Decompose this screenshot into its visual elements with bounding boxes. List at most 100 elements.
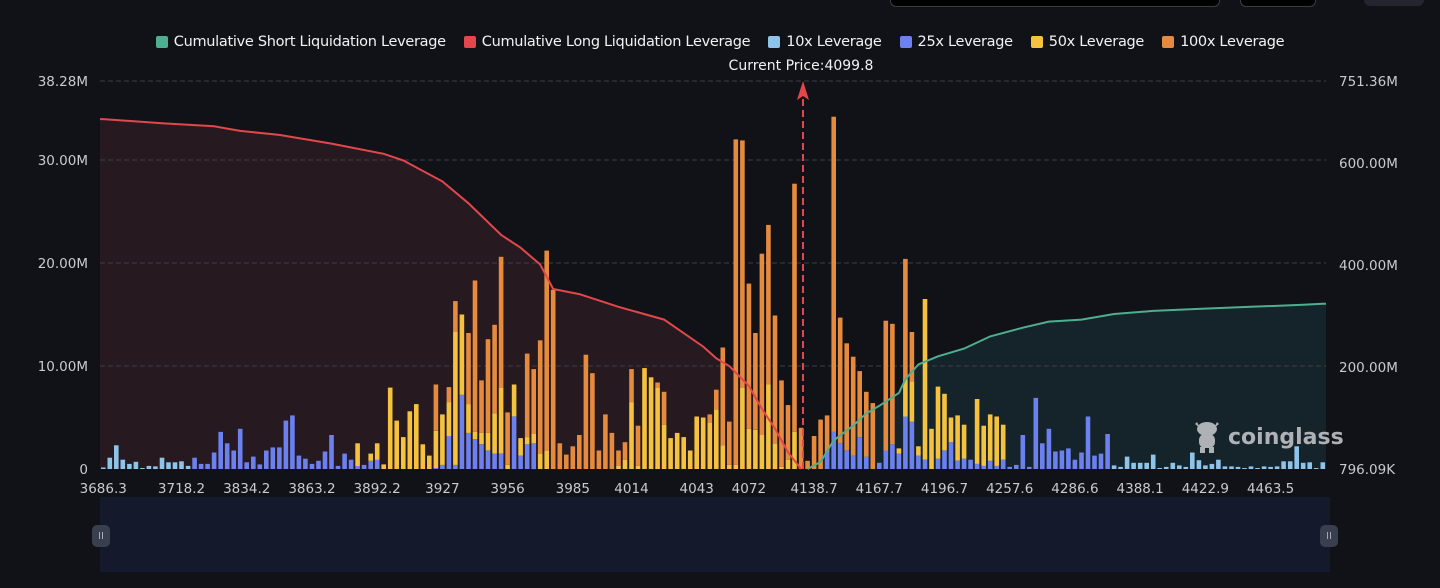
y-left-tick-label: 10.00M <box>38 359 88 375</box>
bar-10x-segment <box>1190 452 1195 469</box>
bar-25x-segment <box>446 436 452 469</box>
bar-10x-segment <box>1111 465 1117 469</box>
bar-50x-segment <box>916 446 921 456</box>
bar-10x-segment <box>1216 459 1221 469</box>
bar-50x-segment <box>687 450 693 469</box>
bar-25x-segment <box>877 462 882 469</box>
y-left-tick-label: 20.00M <box>38 256 88 272</box>
bar-100x-segment <box>811 436 817 469</box>
bar-10x-segment <box>1320 462 1326 469</box>
bar-25x-segment <box>485 450 491 469</box>
legend-item-long-cumulative[interactable]: Cumulative Long Liquidation Leverage <box>463 34 751 50</box>
bar-50x-segment <box>961 424 967 459</box>
bar-25x-segment <box>368 460 373 469</box>
bar-100x-segment <box>550 289 556 469</box>
legend-label: 10x Leverage <box>786 34 882 50</box>
bar-100x-segment <box>824 415 830 452</box>
bar-50x-segment <box>368 453 373 461</box>
bar-10x-segment <box>1196 460 1202 469</box>
bar-50x-segment <box>681 437 686 469</box>
bar-100x-segment <box>785 405 791 460</box>
bar-100x-segment <box>831 116 836 432</box>
bar-100x-segment <box>609 432 615 469</box>
bar-25x-segment <box>916 455 921 469</box>
bar-50x-segment <box>994 416 999 466</box>
bar-50x-segment <box>981 425 986 466</box>
bar-50x-segment <box>896 448 902 454</box>
x-tick-label: 4257.6 <box>986 481 1033 497</box>
bar-25x-segment <box>348 459 354 469</box>
bar-100x-segment <box>570 446 576 469</box>
bar-100x-segment <box>466 333 471 405</box>
zoom-slider-track[interactable] <box>100 497 1330 572</box>
bar-10x-segment <box>133 461 139 469</box>
bar-10x-segment <box>185 465 191 469</box>
bar-100x-segment <box>498 256 504 388</box>
bar-25x-segment <box>270 447 276 469</box>
bar-50x-segment <box>459 314 465 395</box>
bar-25x-segment <box>890 444 895 469</box>
bar-25x-segment <box>440 464 445 469</box>
bar-10x-segment <box>179 461 184 469</box>
bar-50x-segment <box>433 430 439 468</box>
x-tick-label: 4072 <box>732 481 766 497</box>
bar-10x-segment <box>1307 462 1312 469</box>
y-right-tick-label: 796.09K <box>1339 462 1396 478</box>
slider-handle-left[interactable]: II <box>92 525 110 547</box>
bar-25x-segment <box>1066 448 1071 469</box>
bar-50x-segment <box>733 464 739 469</box>
bar-25x-segment <box>264 450 269 469</box>
x-tick-label: 4043 <box>680 481 714 497</box>
bar-25x-segment <box>857 437 862 469</box>
bar-50x-segment <box>472 431 478 440</box>
bar-10x-segment <box>1235 466 1241 469</box>
bar-100x-segment <box>746 283 752 429</box>
bar-25x-segment <box>935 458 941 469</box>
bar-25x-segment <box>1072 459 1078 469</box>
slider-handle-right[interactable]: II <box>1320 525 1338 547</box>
bar-100x-segment <box>590 373 595 469</box>
bar-25x-segment <box>1033 397 1039 469</box>
bar-10x-segment <box>1281 461 1286 469</box>
legend-label: 25x Leverage <box>917 34 1014 50</box>
bar-100x-segment <box>446 387 452 402</box>
legend-item-short-cumulative[interactable]: Cumulative Short Liquidation Leverage <box>155 34 446 50</box>
legend-item-25x[interactable]: 25x Leverage <box>899 34 1014 50</box>
cumulative-short-line <box>807 302 1327 470</box>
legend-item-100x[interactable]: 100x Leverage <box>1162 34 1285 50</box>
bar-100x-segment <box>805 460 810 469</box>
bar-100x-segment <box>557 443 563 470</box>
bar-100x-segment <box>720 347 726 446</box>
legend-item-10x[interactable]: 10x Leverage <box>768 34 882 50</box>
bar-100x-segment <box>583 354 589 469</box>
bar-50x-segment <box>635 465 641 469</box>
y-left-tick-label: 0 <box>79 462 88 478</box>
bar-25x-segment <box>524 444 530 469</box>
bar-25x-segment <box>466 432 471 469</box>
bar-100x-segment <box>870 403 876 469</box>
bar-50x-segment <box>903 379 908 417</box>
bar-50x-segment <box>935 386 941 459</box>
bar-50x-segment <box>420 444 426 469</box>
bar-10x-segment <box>1163 466 1169 469</box>
bar-25x-segment <box>244 462 249 469</box>
bar-100x-segment <box>544 250 549 451</box>
bar-25x-segment <box>361 464 367 469</box>
bar-100x-segment <box>635 425 641 466</box>
bar-50x-segment <box>642 368 647 469</box>
legend-item-50x[interactable]: 50x Leverage <box>1030 34 1144 50</box>
bar-25x-segment <box>994 465 999 469</box>
bar-50x-segment <box>381 464 386 469</box>
bar-25x-segment <box>251 456 256 469</box>
top-button[interactable] <box>1364 0 1424 6</box>
bar-100x-segment <box>903 258 908 380</box>
bar-100x-segment <box>537 340 543 454</box>
bar-50x-segment <box>707 422 713 469</box>
bar-50x-segment <box>374 443 380 460</box>
bar-25x-segment <box>922 459 928 469</box>
bar-10x-segment <box>1222 466 1228 469</box>
bar-10x-segment <box>172 462 178 469</box>
legend-swatch <box>1030 36 1043 48</box>
bar-50x-segment <box>511 384 517 417</box>
bar-100x-segment <box>850 356 856 456</box>
